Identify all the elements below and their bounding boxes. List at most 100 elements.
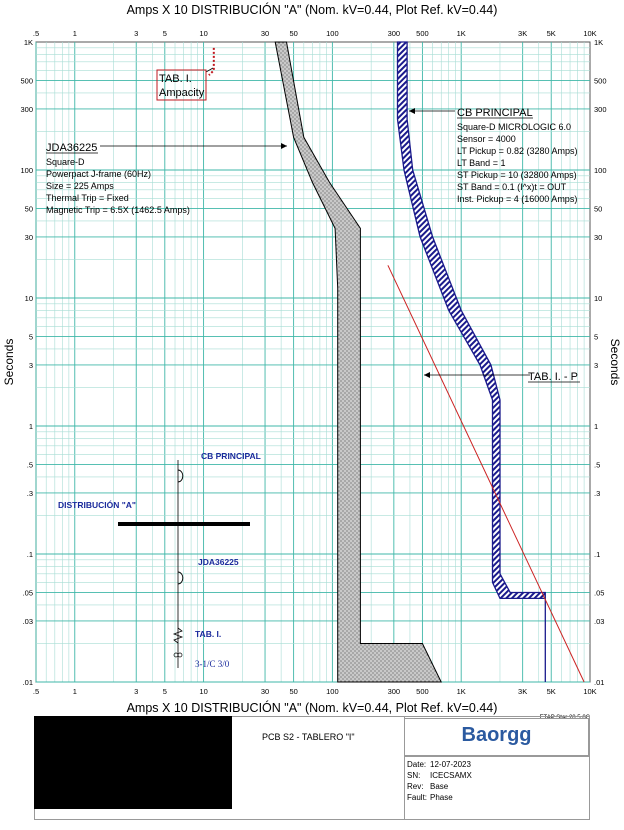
jda-line-4: Thermal Trip = Fixed — [46, 193, 129, 203]
x-tick-label: 3K — [518, 29, 527, 38]
x-tick-label: 300 — [388, 29, 401, 38]
y-tick-label-right: 1 — [594, 422, 598, 431]
y-tick-label-left: 30 — [25, 233, 33, 242]
x-tick-label: 100 — [326, 687, 339, 696]
y-tick-label-left: 500 — [20, 77, 33, 86]
jda-leader-arrow — [281, 143, 287, 149]
title-block-vline — [404, 716, 405, 820]
tab-label-box — [156, 69, 207, 101]
y-tick-label-right: .3 — [594, 489, 600, 498]
x-tick-label: 1 — [73, 29, 77, 38]
y-tick-label-right: 30 — [594, 233, 602, 242]
load-symbol — [172, 627, 184, 644]
x-tick-label: 5 — [163, 29, 167, 38]
y-tick-label-left: .1 — [27, 550, 33, 559]
cable-symbol-1 — [173, 652, 179, 658]
y-tick-label-left: .3 — [27, 489, 33, 498]
cb-line-7: Inst. Pickup = 4 (16000 Amps) — [457, 194, 577, 204]
y-tick-label-left: .05 — [23, 589, 33, 598]
y-tick-label-right: 5 — [594, 333, 598, 342]
y-tick-label-right: 50 — [594, 205, 602, 214]
x-tick-label: 5 — [163, 687, 167, 696]
cb-line-1: Square-D MICROLOGIC 6.0 — [457, 122, 571, 132]
x-tick-label: 500 — [416, 29, 429, 38]
tab-leader — [205, 67, 214, 73]
y-tick-label-left: .5 — [27, 461, 33, 470]
oneline-cable: 3-1/C 3/0 — [195, 659, 230, 669]
redacted-logo-area — [34, 716, 232, 809]
grid-lines — [35, 41, 591, 683]
jda-line-3: Size = 225 Amps — [46, 181, 114, 191]
y-tick-label-right: .5 — [594, 461, 600, 470]
fault-value: Phase — [430, 793, 453, 802]
x-tick-label: .5 — [33, 29, 39, 38]
x-tick-label: 10 — [199, 687, 207, 696]
y-tick-label-left: 5 — [29, 333, 33, 342]
y-tick-label-left: 1K — [24, 38, 33, 47]
y-tick-label-left: 50 — [25, 205, 33, 214]
y-tick-label-right: .05 — [594, 589, 604, 598]
jda36225-curve — [274, 41, 443, 683]
x-tick-label: 3 — [134, 29, 138, 38]
x-tick-label: 10 — [199, 29, 207, 38]
oneline-cb-principal: CB PRINCIPAL — [201, 451, 261, 461]
x-tick-label: 30 — [261, 29, 269, 38]
title-block-hline — [404, 756, 589, 757]
oneline-bus: DISTRIBUCIÓN "A" — [58, 499, 136, 510]
tabp-leader-arrow — [424, 372, 430, 378]
oneline-jda: JDA36225 — [198, 557, 239, 567]
y-axis-label-right: Seconds — [608, 339, 622, 386]
cb-line-5: ST Pickup = 10 (32800 Amps) — [457, 170, 577, 180]
y-tick-label-left: 1 — [29, 422, 33, 431]
oneline-diagram: CB PRINCIPAL DISTRIBUCIÓN "A" JDA36225 T… — [58, 451, 261, 669]
oneline-tab: TAB. I. — [195, 629, 221, 639]
x-tick-label: 5K — [547, 687, 556, 696]
jda-line-5: Magnetic Trip = 6.5X (1462.5 Amps) — [46, 205, 190, 215]
jda-title: JDA36225 — [46, 142, 97, 154]
jda-line-1: Square-D — [46, 157, 85, 167]
y-tick-label-left: .03 — [23, 617, 33, 626]
y-tick-label-right: .01 — [594, 678, 604, 687]
x-tick-label: 1 — [73, 687, 77, 696]
plot-title-bottom: Amps X 10 DISTRIBUCIÓN "A" (Nom. kV=0.44… — [126, 701, 498, 715]
fault-label: Fault: — [407, 793, 428, 802]
y-tick-label-left: .01 — [23, 678, 33, 687]
tick-labels: .5 .5 1 1 3 3 5 5 10 10 30 30 50 50 100 100 300 300 500 500… — [20, 29, 606, 696]
x-tick-label: 50 — [289, 687, 297, 696]
y-tick-label-right: 100 — [594, 166, 607, 175]
x-tick-label: 3K — [518, 687, 527, 696]
sn-value: ICECSAMX — [430, 771, 472, 780]
x-tick-label: 10K — [583, 687, 596, 696]
x-tick-label: 1K — [457, 687, 466, 696]
y-axis-label-left: Seconds — [2, 339, 16, 386]
x-tick-label: 3 — [134, 687, 138, 696]
x-tick-label: 500 — [416, 687, 429, 696]
cb-line-4: LT Band = 1 — [457, 158, 505, 168]
plot-title-top: Amps X 10 DISTRIBUCIÓN "A" (Nom. kV=0.44… — [126, 3, 498, 17]
ampacity-label: Ampacity — [159, 87, 205, 99]
tab-label: TAB. I. — [159, 73, 192, 85]
breaker-symbol-bottom — [177, 571, 184, 585]
cb-principal-curve — [396, 41, 546, 682]
y-tick-label-left: 300 — [20, 105, 33, 114]
y-tick-label-left: 10 — [25, 294, 33, 303]
sn-label: SN: — [407, 771, 421, 780]
company-logo: Baorgg — [461, 724, 532, 746]
y-tick-label-right: 10 — [594, 294, 602, 303]
date-value: 12-07-2023 — [430, 760, 471, 769]
project-title: PCB S2 - TABLERO "I" — [262, 732, 355, 742]
x-tick-label: 100 — [326, 29, 339, 38]
x-tick-label: 5K — [547, 29, 556, 38]
tabp-label: TAB. I. - P — [528, 371, 578, 383]
x-tick-label: 30 — [261, 687, 269, 696]
cb-line-6: ST Band = 0.1 (I^x)t = OUT — [457, 182, 567, 192]
date-label: Date: — [407, 760, 427, 769]
y-tick-label-right: 500 — [594, 77, 607, 86]
y-tick-label-left: 100 — [20, 166, 33, 175]
y-tick-label-right: 3 — [594, 361, 598, 370]
cb-title: CB PRINCIPAL — [457, 107, 533, 119]
rev-value: Base — [430, 782, 449, 791]
x-tick-label: .5 — [33, 687, 39, 696]
y-tick-label-right: .1 — [594, 550, 600, 559]
